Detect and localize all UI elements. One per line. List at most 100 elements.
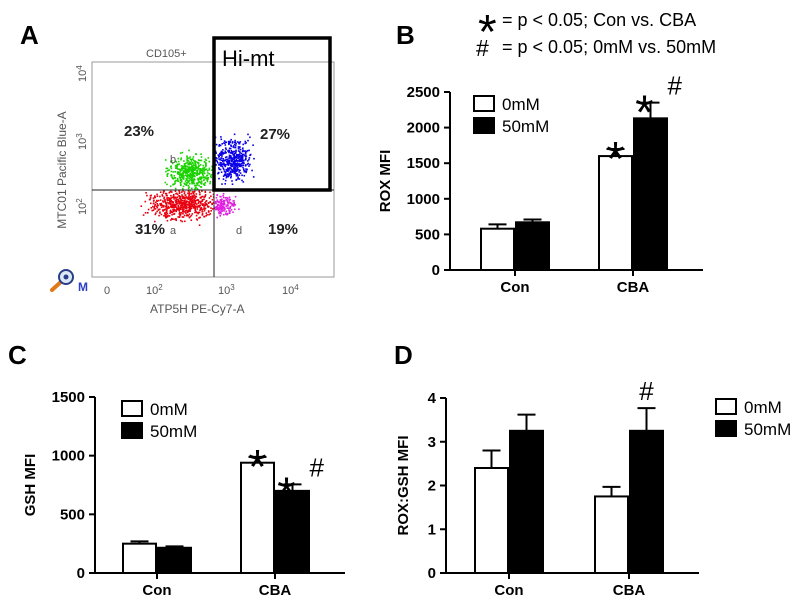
bar <box>594 495 629 574</box>
flow-event-dot <box>199 170 201 172</box>
flow-event-dot <box>184 180 187 182</box>
flow-event-dot <box>233 169 235 172</box>
flow-event-dot <box>241 155 244 157</box>
flow-event-dot <box>193 198 195 201</box>
flow-event-dot <box>253 157 255 160</box>
flow-event-dot <box>235 164 238 167</box>
flow-event-dot <box>164 199 166 201</box>
flow-event-dot <box>237 176 239 178</box>
flow-event-dot <box>169 185 172 187</box>
flow-event-dot <box>188 216 191 219</box>
flow-event-dot <box>211 169 213 171</box>
flow-event-dot <box>224 147 227 149</box>
flow-event-dot <box>192 161 194 164</box>
flow-event-dot <box>232 167 235 169</box>
flow-event-dot <box>191 171 194 173</box>
flow-event-dot <box>186 168 189 171</box>
flow-event-dot <box>227 162 230 165</box>
flow-event-dot <box>201 195 204 198</box>
flow-y-axis-label: MTC01 Pacific Blue-A <box>55 111 69 228</box>
bar <box>598 155 633 271</box>
flow-event-dot <box>152 209 155 212</box>
flow-event-dot <box>174 182 176 185</box>
flow-event-dot <box>239 148 242 151</box>
flow-event-dot <box>188 149 190 152</box>
flow-event-dot <box>227 158 229 161</box>
flow-event-dot <box>203 169 206 171</box>
flow-event-dot <box>226 204 228 206</box>
flow-event-dot <box>238 158 241 160</box>
flow-event-dot <box>187 214 190 217</box>
flow-event-dot <box>236 168 239 170</box>
flow-event-dot <box>225 176 228 179</box>
flow-event-dot <box>174 187 177 190</box>
flow-event-dot <box>203 166 206 169</box>
flow-event-dot <box>191 199 193 202</box>
flow-event-dot <box>222 149 224 151</box>
flow-event-dot <box>196 169 199 172</box>
flow-event-dot <box>224 172 227 174</box>
flow-event-dot <box>198 200 200 203</box>
flow-event-dot <box>199 168 201 170</box>
flow-event-dot <box>193 167 195 169</box>
flow-event-dot <box>241 162 244 164</box>
magnifier-icon[interactable] <box>50 269 74 292</box>
flow-event-dot <box>218 158 220 160</box>
flow-event-dot <box>169 198 172 201</box>
flow-event-dot <box>202 203 205 205</box>
flow-event-dot <box>181 208 184 211</box>
flow-event-dot <box>165 204 168 206</box>
flow-event-dot <box>194 172 197 174</box>
flow-event-dot <box>226 161 229 164</box>
flow-event-dot <box>230 164 232 166</box>
flow-event-dot <box>196 187 198 190</box>
y-tick-label: 1000 <box>407 191 440 208</box>
flow-event-dot <box>219 163 222 166</box>
flow-event-dot <box>164 214 167 216</box>
flow-event-dot <box>180 173 183 175</box>
flow-event-dot <box>178 191 181 193</box>
flow-event-dot <box>168 203 170 205</box>
flow-event-dot <box>183 166 185 168</box>
flow-event-dot <box>178 199 180 201</box>
flow-event-dot <box>140 205 143 207</box>
flow-event-dot <box>197 163 200 165</box>
flow-event-dot <box>231 157 234 159</box>
flow-event-dot <box>201 190 203 192</box>
y-tick-label: 0 <box>77 565 85 582</box>
flow-event-dot <box>203 209 206 212</box>
flow-event-dot <box>161 204 164 207</box>
flow-event-dot <box>197 179 200 182</box>
flow-event-dot <box>154 208 157 210</box>
flow-event-dot <box>193 206 195 209</box>
flow-event-dot <box>234 195 237 198</box>
flow-event-dot <box>195 193 198 195</box>
flow-event-dot <box>185 200 188 202</box>
flow-event-dot <box>177 171 180 174</box>
x-tick-label: CBA <box>259 582 292 599</box>
flow-event-dot <box>233 202 235 204</box>
flow-event-dot <box>182 209 185 211</box>
flow-event-dot <box>192 195 195 197</box>
flow-event-dot <box>231 180 233 182</box>
flow-event-dot <box>233 154 235 157</box>
flow-event-dot <box>182 196 185 198</box>
flow-event-dot <box>183 203 185 205</box>
flow-event-dot <box>225 212 227 215</box>
flow-event-dot <box>167 207 170 209</box>
flow-event-dot <box>232 211 234 213</box>
flow-event-dot <box>216 194 219 196</box>
flow-event-dot <box>166 219 169 222</box>
flow-event-dot <box>231 171 234 173</box>
flow-event-dot <box>220 136 222 138</box>
hi-mt-gate-label: Hi-mt <box>222 46 275 71</box>
flow-event-dot <box>205 203 207 205</box>
flow-event-dot <box>165 192 167 195</box>
flow-event-dot <box>179 181 182 184</box>
flow-event-dot <box>220 162 222 164</box>
quadrant-percent-upper-left: 23% <box>124 123 154 140</box>
flow-event-dot <box>177 160 180 163</box>
flow-event-dot <box>218 167 220 169</box>
flow-event-dot <box>233 158 235 161</box>
flow-event-dot <box>174 204 177 207</box>
